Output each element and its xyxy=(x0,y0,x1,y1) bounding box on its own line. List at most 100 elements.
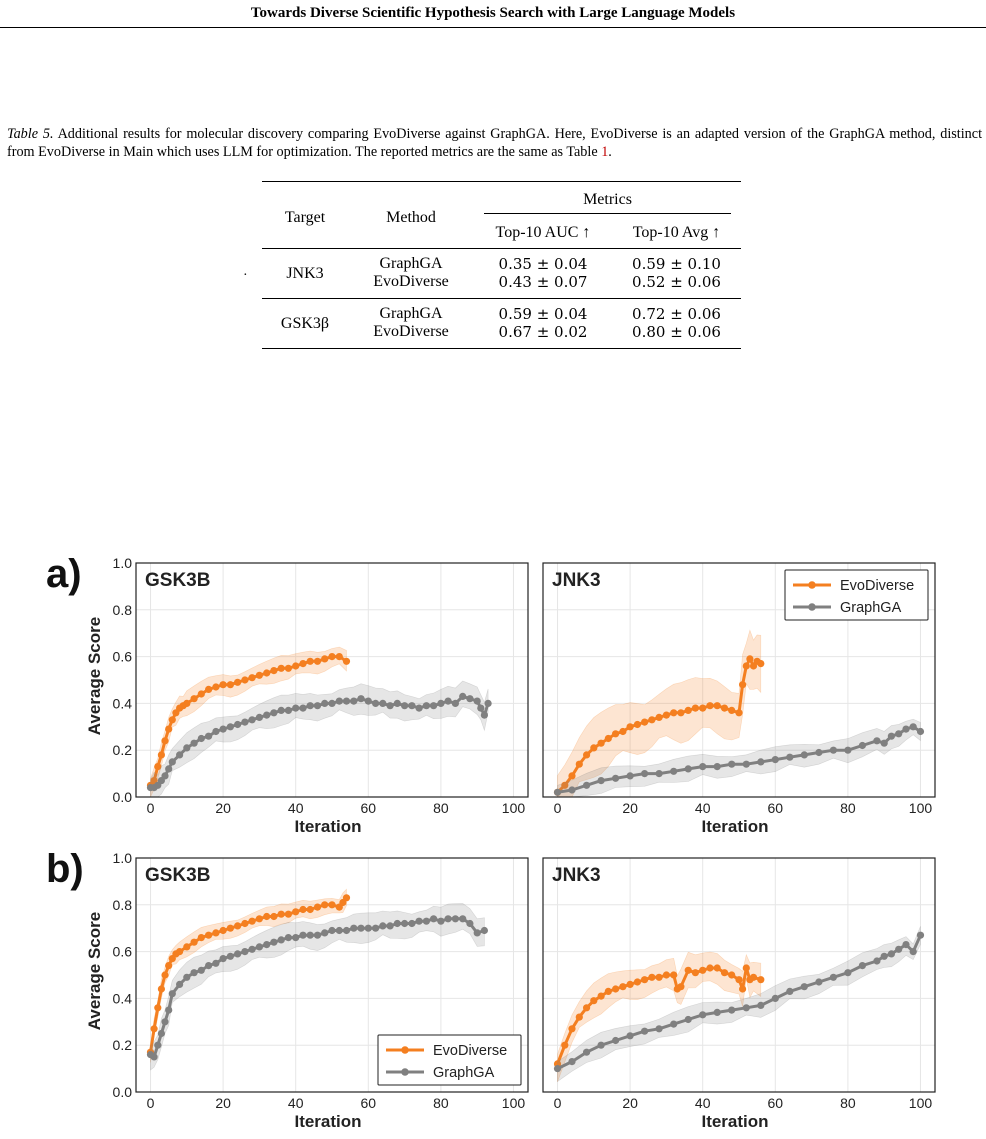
data-point-evodiverse xyxy=(633,720,642,729)
data-point-graphga xyxy=(408,702,416,710)
data-point-graphga xyxy=(255,713,263,721)
caption-end: . xyxy=(608,144,612,160)
table-reference-link[interactable]: 1 xyxy=(601,144,609,160)
data-point-evodiverse xyxy=(575,1013,583,1021)
chart-panel-2: 0 20 40 60 80 100 JNK3 Iteration EvoDiverse Graph… xyxy=(542,562,936,836)
data-point-evodiverse xyxy=(234,678,242,686)
data-point-graphga xyxy=(328,699,336,707)
data-point-graphga xyxy=(299,704,307,712)
data-point-graphga xyxy=(157,1029,165,1038)
data-point-evodiverse xyxy=(641,976,649,984)
data-point-graphga xyxy=(212,959,220,967)
data-point-graphga xyxy=(205,962,213,970)
data-point-graphga xyxy=(284,934,292,942)
x-tick-label: 80 xyxy=(433,1095,449,1111)
data-point-graphga xyxy=(641,1027,649,1035)
panel-title: JNK3 xyxy=(552,865,601,886)
x-tick-label: 0 xyxy=(147,1095,155,1111)
data-point-graphga xyxy=(161,1018,169,1026)
y-tick-label: 0.6 xyxy=(113,944,133,960)
data-point-evodiverse xyxy=(241,919,249,928)
data-point-evodiverse xyxy=(720,704,729,712)
method-cell: EvoDiverse xyxy=(373,323,449,340)
x-axis-label: Iteration xyxy=(294,817,361,836)
data-point-evodiverse xyxy=(313,657,322,665)
data-point-evodiverse xyxy=(321,655,329,663)
data-point-graphga xyxy=(241,718,249,726)
data-point-graphga xyxy=(342,697,351,705)
data-point-graphga xyxy=(270,709,278,717)
data-point-graphga xyxy=(205,732,213,740)
data-point-graphga xyxy=(430,702,438,710)
data-point-evodiverse xyxy=(728,706,736,714)
data-point-evodiverse xyxy=(205,931,213,939)
data-point-evodiverse xyxy=(277,664,285,672)
data-point-evodiverse xyxy=(604,734,612,743)
data-point-evodiverse xyxy=(226,924,234,932)
data-point-graphga xyxy=(430,915,438,923)
data-point-graphga xyxy=(226,952,234,960)
data-point-graphga xyxy=(786,987,794,995)
x-tick-label: 0 xyxy=(147,800,155,816)
data-point-evodiverse xyxy=(561,781,569,789)
data-point-evodiverse xyxy=(299,905,307,914)
data-point-graphga xyxy=(887,950,896,958)
legend-entry: EvoDiverse xyxy=(840,578,914,594)
data-point-evodiverse xyxy=(263,669,271,677)
data-point-evodiverse xyxy=(684,966,692,974)
x-tick-label: 20 xyxy=(215,1095,231,1111)
avg-cell: 0.80 ± 0.06 xyxy=(632,323,721,341)
plot-frame xyxy=(135,562,529,798)
data-point-evodiverse xyxy=(706,964,714,972)
data-point-evodiverse xyxy=(677,983,685,991)
data-point-evodiverse xyxy=(219,681,227,689)
confidence-band-graphga xyxy=(150,680,489,798)
data-point-graphga xyxy=(757,1001,765,1009)
data-point-graphga xyxy=(699,1011,707,1019)
header-metrics-label: Metrics xyxy=(583,191,632,208)
data-point-graphga xyxy=(895,730,903,738)
data-point-evodiverse xyxy=(590,744,598,752)
x-tick-label: 40 xyxy=(695,800,711,816)
data-point-graphga xyxy=(263,711,271,719)
data-point-graphga xyxy=(583,1048,591,1056)
data-point-evodiverse xyxy=(328,653,336,661)
data-point-graphga xyxy=(364,924,372,932)
data-point-evodiverse xyxy=(735,709,743,717)
data-point-evodiverse xyxy=(739,985,747,993)
data-point-graphga xyxy=(321,699,329,707)
data-point-graphga xyxy=(277,936,285,944)
data-point-evodiverse xyxy=(197,690,205,698)
plot-frame xyxy=(542,857,936,1093)
data-point-evodiverse xyxy=(212,683,220,691)
data-point-evodiverse xyxy=(583,751,591,759)
data-point-evodiverse xyxy=(176,948,184,956)
data-point-graphga xyxy=(357,695,365,703)
y-tick-label: 0.2 xyxy=(113,742,133,758)
data-point-graphga xyxy=(284,706,292,714)
data-point-graphga xyxy=(393,699,401,707)
data-point-evodiverse xyxy=(150,1025,158,1033)
data-point-graphga xyxy=(241,948,249,956)
legend-swatch-marker xyxy=(401,1046,409,1054)
data-point-evodiverse xyxy=(612,985,620,993)
data-point-evodiverse xyxy=(248,674,256,682)
data-point-graphga xyxy=(350,697,358,705)
data-point-evodiverse xyxy=(641,718,649,726)
data-point-evodiverse xyxy=(165,725,173,733)
data-point-evodiverse xyxy=(633,978,642,986)
x-tick-label: 80 xyxy=(433,800,449,816)
data-point-graphga xyxy=(364,697,372,705)
y-axis-label: Average Score xyxy=(85,617,104,735)
data-point-evodiverse xyxy=(328,901,336,909)
data-point-evodiverse xyxy=(648,973,656,981)
data-point-evodiverse xyxy=(161,971,169,979)
y-tick-label: 0.4 xyxy=(113,695,133,711)
series-line-graphga xyxy=(150,694,490,790)
data-point-graphga xyxy=(379,922,387,930)
data-point-evodiverse xyxy=(165,962,173,970)
data-point-graphga xyxy=(742,1004,750,1012)
data-point-evodiverse xyxy=(270,667,278,675)
data-point-graphga xyxy=(684,765,692,773)
data-point-graphga xyxy=(176,980,184,988)
